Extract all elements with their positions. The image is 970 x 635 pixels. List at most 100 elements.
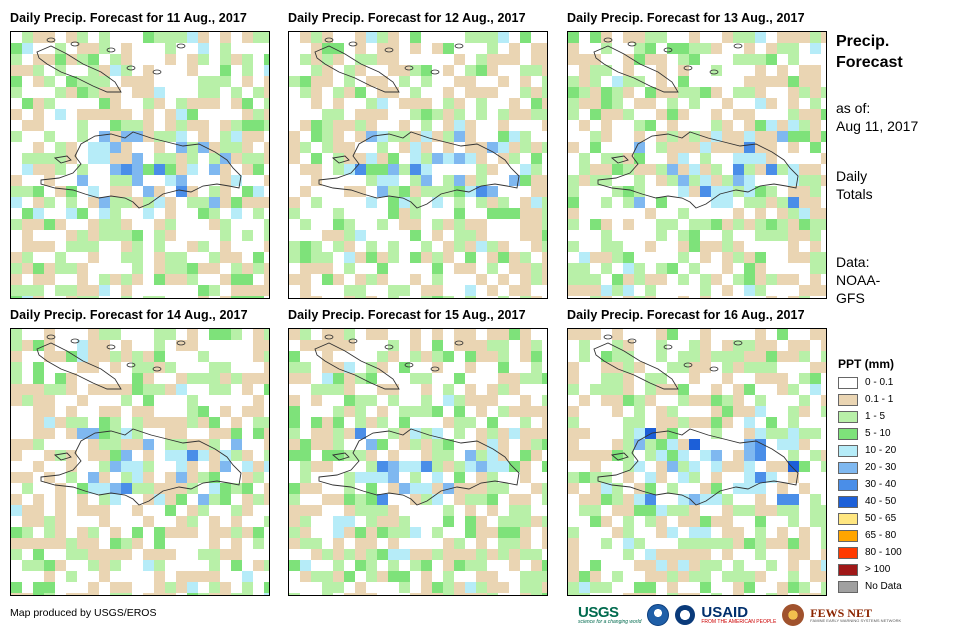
precip-cell — [33, 263, 44, 274]
precip-cell — [645, 571, 656, 582]
precip-cell — [788, 142, 799, 153]
precip-cell — [733, 32, 744, 43]
precip-cell — [520, 65, 531, 76]
precip-cell — [44, 384, 55, 395]
precip-cell — [722, 131, 733, 142]
precip-cell — [454, 494, 465, 505]
precip-cell — [132, 505, 143, 516]
precip-cell — [821, 505, 826, 516]
precip-cell — [766, 593, 777, 595]
precip-cell — [509, 175, 520, 186]
precip-cell — [590, 54, 601, 65]
precip-cell — [11, 65, 22, 76]
precip-cell — [322, 230, 333, 241]
precip-cell — [454, 406, 465, 417]
precip-cell — [568, 109, 579, 120]
precip-cell — [242, 274, 253, 285]
precip-cell — [656, 263, 667, 274]
precip-cell — [132, 76, 143, 87]
precip-cell — [300, 219, 311, 230]
precip-cell — [143, 461, 154, 472]
usgs-tagline: science for a changing world — [578, 619, 642, 625]
usgs-logo-icon: USGS science for a changing world — [578, 605, 641, 625]
precip-cell — [33, 153, 44, 164]
precip-cell — [99, 494, 110, 505]
precip-cell — [355, 395, 366, 406]
precip-cell — [242, 582, 253, 593]
precip-cell — [33, 65, 44, 76]
precip-cell — [755, 472, 766, 483]
usaid-tagline: FROM THE AMERICAN PEOPLE — [701, 619, 777, 625]
precip-cell — [55, 285, 66, 296]
precip-cell — [531, 65, 542, 76]
precip-cell — [579, 351, 590, 362]
precip-cell — [366, 461, 377, 472]
precip-cell — [366, 538, 377, 549]
precip-cell — [11, 252, 22, 263]
precip-cell — [33, 582, 44, 593]
precip-cell — [88, 285, 99, 296]
precip-cell — [465, 120, 476, 131]
precip-cell — [231, 142, 242, 153]
precip-cell — [542, 560, 547, 571]
precip-cell — [44, 219, 55, 230]
precip-cell — [432, 329, 443, 340]
legend-label: 10 - 20 — [865, 445, 897, 456]
precip-cell — [487, 483, 498, 494]
precip-cell — [678, 208, 689, 219]
precip-cell — [377, 87, 388, 98]
precip-cell — [476, 527, 487, 538]
precip-cell — [476, 175, 487, 186]
precip-cell — [399, 461, 410, 472]
precip-cell — [520, 109, 531, 120]
forecast-map-1 — [10, 31, 270, 299]
precip-cell — [722, 395, 733, 406]
precip-cell — [777, 197, 788, 208]
precip-cell — [399, 186, 410, 197]
precip-cell — [443, 549, 454, 560]
precip-cell — [755, 516, 766, 527]
precip-cell — [509, 461, 520, 472]
precip-cell — [289, 329, 300, 340]
precip-cell — [165, 274, 176, 285]
precip-cell — [454, 219, 465, 230]
precip-cell — [568, 417, 579, 428]
precip-cell — [454, 340, 465, 351]
precip-cell — [645, 54, 656, 65]
precip-cell — [821, 362, 826, 373]
legend-label: 20 - 30 — [865, 462, 897, 473]
precip-cell — [678, 230, 689, 241]
precip-cell — [465, 87, 476, 98]
precip-cell — [476, 153, 487, 164]
precip-cell — [733, 571, 744, 582]
precip-cell — [678, 87, 689, 98]
precip-cell — [154, 538, 165, 549]
precip-cell — [579, 153, 590, 164]
precip-cell — [810, 76, 821, 87]
precip-cell — [509, 142, 520, 153]
precip-cell — [454, 76, 465, 87]
precip-cell — [700, 351, 711, 362]
precip-cell — [132, 406, 143, 417]
precip-cell — [366, 153, 377, 164]
precip-cell — [143, 131, 154, 142]
precip-cell — [322, 351, 333, 362]
precip-cell — [88, 549, 99, 560]
precip-cell — [99, 351, 110, 362]
as-of-date: Aug 11, 2017 — [836, 118, 919, 134]
precip-cell — [810, 208, 821, 219]
precip-cell — [333, 450, 344, 461]
precip-cell — [300, 560, 311, 571]
precip-cell — [465, 340, 476, 351]
precip-cell — [99, 461, 110, 472]
precip-cell — [187, 197, 198, 208]
precip-cell — [187, 527, 198, 538]
precip-cell — [465, 417, 476, 428]
precip-cell — [766, 538, 777, 549]
precip-cell — [289, 395, 300, 406]
precip-cell — [744, 164, 755, 175]
precip-cell — [711, 274, 722, 285]
precip-cell — [66, 186, 77, 197]
precip-cell — [634, 76, 645, 87]
precip-cell — [11, 362, 22, 373]
